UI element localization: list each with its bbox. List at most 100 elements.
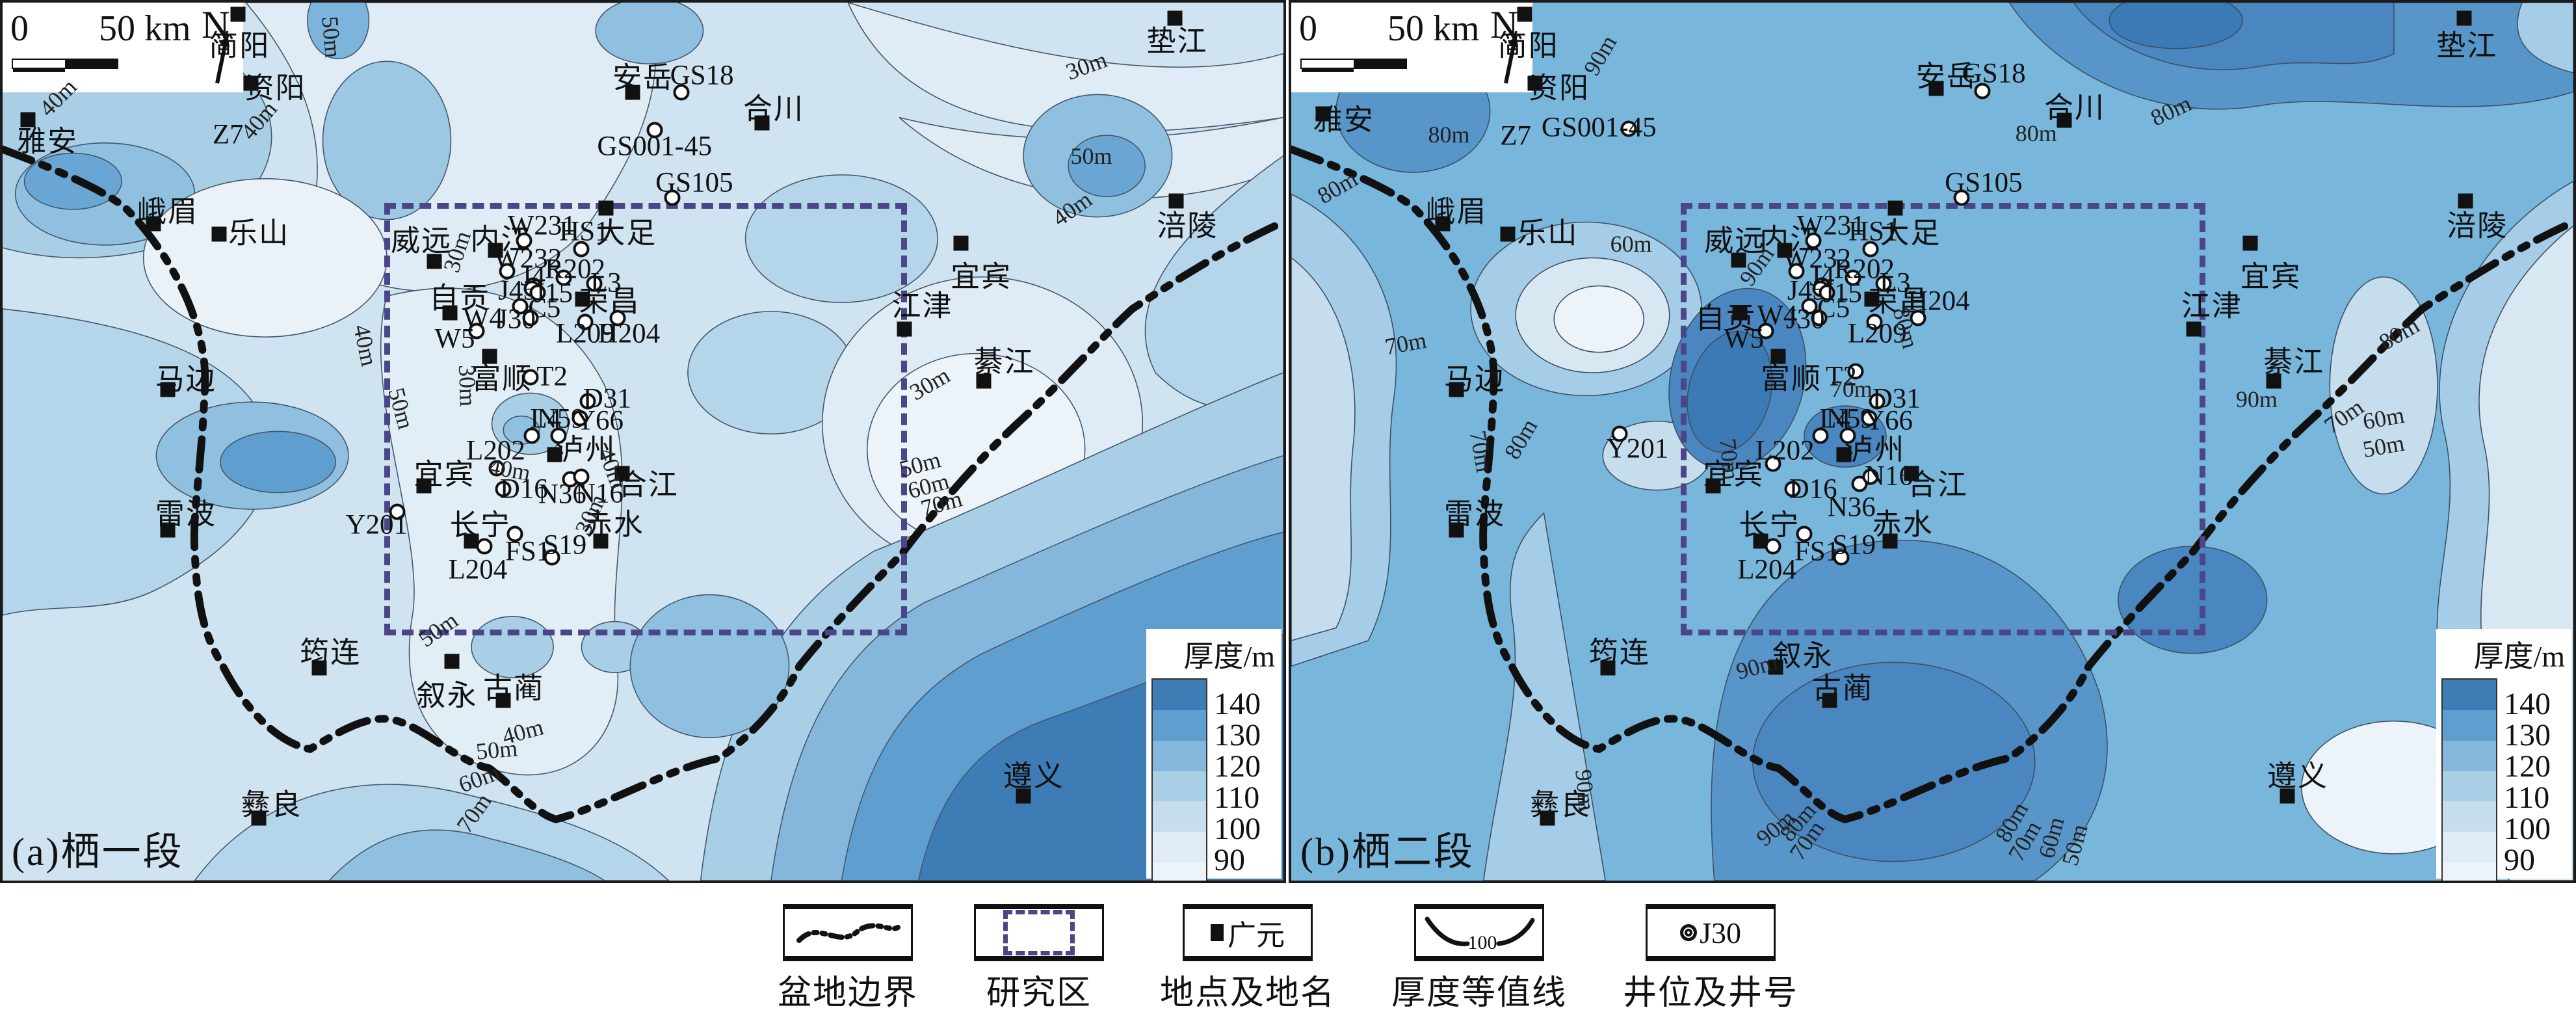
well-location-marker [1861,410,1878,427]
well-name-label: L204 [448,554,508,585]
well-name-label: W4 [1757,300,1798,331]
well-name-label: W231 [1796,210,1865,241]
well-location-marker [577,313,594,330]
well-name-label: W231 [507,210,576,241]
place-name-label: 筠连 [300,636,361,669]
legend-label: 研究区 [986,975,1092,1010]
study-area-rect [1681,202,2206,636]
place-name-label: 资阳 [244,72,306,105]
place-square-marker [1904,466,1919,481]
place-name-label: 安岳 [612,61,674,94]
place-name-label: 垫江 [1146,25,1208,58]
well-location-marker [523,427,540,444]
well-location-marker [1839,427,1856,444]
well-location-marker [1974,83,1991,100]
contour-value-label: 80m [2015,120,2057,147]
place-square-marker [495,693,511,708]
contour-value-label: 80m [1499,414,1543,464]
legend-color-band [1153,710,1206,741]
well-location-marker [1784,481,1801,498]
well-symbol-icon: J30 [1646,904,1776,961]
well-location-marker [609,310,626,326]
legend-color-band [1153,771,1206,802]
place-name-label: 资阳 [1529,72,1590,105]
place-name-label: 合江 [1906,468,1968,501]
legend-tick-value: 90 [1214,843,1245,877]
place-name-label: 马边 [1443,363,1505,396]
well-name-label: T2 [536,361,568,392]
well-location-marker [1620,120,1637,137]
well-location-marker [573,468,590,485]
place-name-label: 叙永 [1772,639,1833,672]
contour-value-label: 50m [475,735,519,765]
well-location-marker [389,503,406,520]
place-name-label: 简阳 [209,29,270,62]
place-square-marker [2458,193,2473,209]
contour-value-label: 50m [414,607,463,652]
well-location-marker [1875,275,1892,292]
well-location-marker [1866,313,1883,330]
legend-item-study-area: 研究区 [973,904,1104,1010]
place-square-marker [754,115,770,131]
place-square-marker [416,478,432,493]
well-location-marker [1862,241,1879,258]
place-square-marker [2242,235,2258,251]
place-name-label: 涪陵 [2447,209,2508,243]
well-location-marker [1757,323,1774,339]
place-name-label: 长宁 [449,509,511,542]
place-name-label: 雷波 [155,498,217,531]
place-name-label: 雷波 [1443,498,1505,531]
place-name-label: 叙永 [416,679,478,712]
well-name-label: S19 [543,529,587,561]
place-name-label: 雅安 [16,125,78,158]
legend-item-well: J30 井位及井号 [1623,904,1798,1010]
legend-tick-value: 120 [2504,749,2551,784]
panel-b-title: (b)栖二段 [1300,831,1475,873]
well-name-label: J30 [1785,304,1825,335]
place-square-marker [1822,693,1837,708]
place-name-label: 自贡 [429,282,491,315]
legend-colorbar [2441,678,2497,881]
legend-label: 地点及地名 [1159,975,1335,1010]
place-name-label: 彝良 [241,788,302,821]
place-square-marker [2186,321,2201,337]
place-name-label: 自贡 [1695,302,1757,335]
place-square-marker [20,112,36,127]
place-name-label: 合川 [2044,91,2105,124]
well-name-label: FS1 [505,536,551,567]
well-name-label: W5 [434,323,475,354]
well-location-marker [1788,263,1805,280]
well-location-marker [673,84,690,101]
well-name-label: W4 [462,302,503,334]
well-location-marker [488,460,505,476]
well-name-label: Y201 [345,509,408,540]
well-location-marker [579,393,596,410]
place-square-marker [1435,216,1451,232]
well-name-label: W232 [493,243,562,274]
panel-a-title: (a)栖一段 [12,831,184,873]
thickness-legend-b: 厚度/m 140 130 120 110 100 90 [2436,629,2571,881]
place-name-label: 威远 [1704,224,1766,258]
place-square-marker [211,226,227,242]
north-arrow: N [198,3,243,88]
scale-bar [1300,59,1407,72]
place-square-marker [1527,75,1543,91]
legend-title: 厚度/m [2473,640,2565,673]
well-name-label: GS105 [1945,167,2023,198]
place-name-label: 綦江 [973,345,1035,379]
well-location-marker [664,189,681,206]
well-name-label: HS1 [1848,216,1899,247]
place-square-marker [625,85,640,100]
well-name-label: J15 [534,278,573,309]
contour-value-label: 70m [1382,326,1428,360]
legend-title: 厚度/m [1183,640,1275,673]
well-name-label: L3 [590,267,622,299]
well-name-label: Z7 [212,119,244,150]
thickness-legend-a: 厚度/m 140 130 120 110 100 90 [1146,629,1281,881]
legend-tick-value: 100 [2504,812,2551,846]
place-square-marker [1836,447,1852,462]
well-name-label: D16 [499,473,548,505]
symbol-legend: 盆地边界 研究区 广元 地点及地名 100 厚度等值线 J30 [0,904,2576,1010]
well-location-marker [550,427,567,444]
contour-value-label: 80m [1428,121,1470,148]
